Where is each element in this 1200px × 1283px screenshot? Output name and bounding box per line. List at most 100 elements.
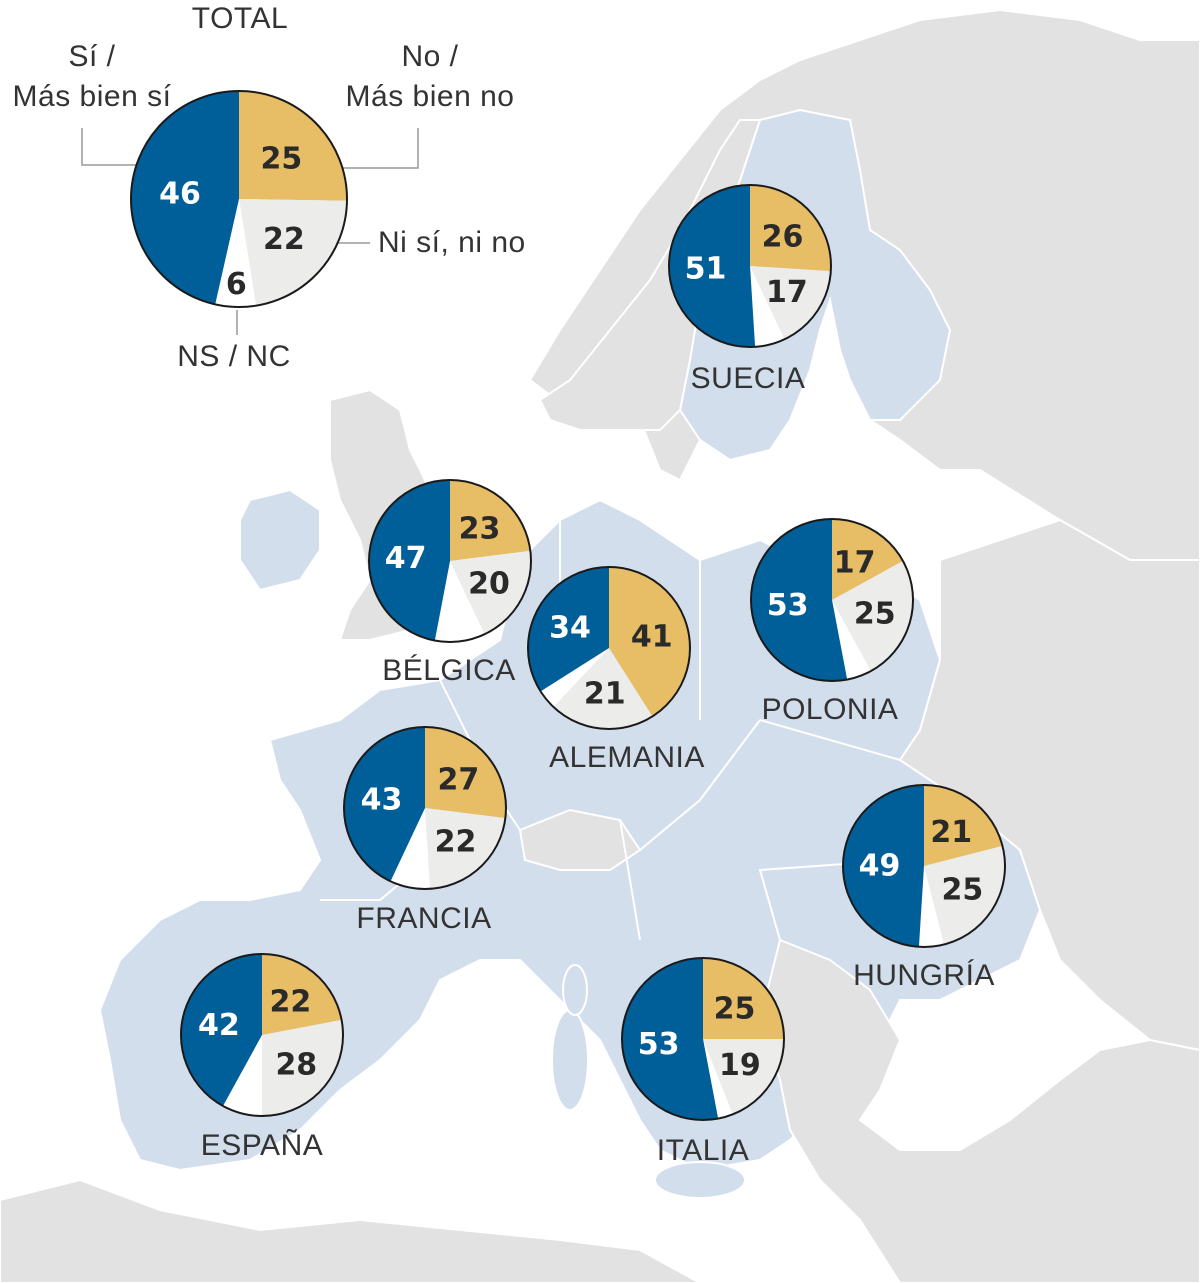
value-label-ni: 21 [584, 676, 626, 711]
slice-ns [750, 266, 785, 347]
pie-espana: 42 22 28 ESPAÑA [180, 953, 344, 1162]
legend-no-line2: Más bien no [346, 80, 515, 113]
legend-si-line1: Sí / [68, 40, 115, 73]
value-label-si: 53 [767, 588, 809, 623]
slice-ni [703, 1039, 784, 1115]
slice-si [343, 727, 425, 882]
legend-ns: NS / NC [177, 340, 291, 373]
slice-ni [832, 560, 913, 671]
pie-outline [621, 957, 785, 1121]
slice-si [669, 185, 756, 347]
value-label-si: 42 [198, 1008, 240, 1043]
land-sicily [654, 1161, 746, 1199]
slice-ns [832, 600, 872, 680]
country-label: ESPAÑA [201, 1128, 324, 1162]
country-label: HUNGRÍA [853, 959, 995, 992]
pie-outline [368, 479, 532, 643]
value-label-no: 17 [834, 546, 876, 581]
value-label-no: 26 [762, 220, 804, 255]
slice-si [528, 567, 609, 692]
value-label-no: 25 [714, 991, 756, 1026]
country-label: BÉLGICA [382, 654, 516, 687]
pie-outline [180, 953, 344, 1117]
slice-si [369, 480, 450, 641]
value-label-no: 25 [260, 141, 302, 176]
land-sardinia [551, 1009, 589, 1111]
value-label-si: 49 [859, 849, 901, 884]
value-label-ni: 28 [275, 1047, 317, 1082]
value-label-ni: 17 [766, 275, 808, 310]
slice-no [450, 480, 531, 561]
legend-title: TOTAL [192, 2, 288, 35]
land-africa [0, 1178, 701, 1283]
value-label-no: 23 [459, 512, 501, 547]
value-label-ni: 25 [941, 873, 983, 908]
value-label-si: 53 [638, 1027, 680, 1062]
pie-outline [842, 784, 1006, 948]
pie-outline [750, 518, 914, 682]
value-label-ni: 20 [468, 566, 510, 601]
slice-ni [262, 1019, 344, 1116]
country-label: FRANCIA [356, 902, 491, 935]
slice-ns [215, 199, 257, 307]
legend-ni: Ni sí, ni no [378, 226, 526, 259]
slice-si [131, 91, 239, 305]
pie-total: 46 25 22 6 [130, 90, 348, 308]
country-label: SUECIA [691, 362, 806, 395]
value-label-ni: 19 [719, 1048, 761, 1083]
slice-si [622, 958, 719, 1120]
slice-ni [553, 648, 653, 729]
value-label-si: 43 [361, 782, 403, 817]
slice-si [843, 785, 924, 947]
legend-si-line2: Más bien sí [13, 80, 172, 113]
leader-si [81, 128, 140, 166]
pie-belgica: 47 23 20 BÉLGICA [368, 479, 532, 687]
country-label: POLONIA [762, 693, 899, 726]
land-switzerland [518, 808, 642, 871]
slice-no [750, 185, 831, 272]
slice-ns [918, 866, 945, 948]
pie-polonia: 53 17 25 POLONIA [750, 518, 914, 726]
land-ireland [239, 488, 321, 592]
slice-ni [924, 845, 1005, 945]
slice-no [924, 785, 1003, 866]
pie-francia: 43 27 22 FRANCIA [343, 726, 507, 935]
slice-si [181, 954, 262, 1106]
value-label-si: 34 [549, 611, 591, 646]
slice-no [703, 958, 784, 1039]
value-label-no: 27 [438, 763, 480, 798]
value-label-si: 47 [385, 541, 427, 576]
leader-no [332, 128, 419, 169]
pie-hungria: 49 21 25 HUNGRÍA [842, 784, 1006, 992]
pie-outline [343, 726, 507, 890]
value-label-ni: 25 [854, 596, 896, 631]
legend-leaders [81, 128, 419, 335]
pie-outline [668, 184, 832, 348]
legend-no-line1: No / [401, 40, 458, 73]
value-label-no: 41 [631, 620, 673, 655]
pie-italia: 53 25 19 ITALIA [621, 957, 785, 1167]
land-balkans [758, 938, 1200, 1283]
value-label-ns: 6 [226, 267, 247, 302]
value-label-ni: 22 [263, 222, 305, 257]
pie-suecia: 51 26 17 SUECIA [668, 184, 832, 395]
pie-outline [130, 90, 348, 308]
land-corsica [562, 964, 588, 1016]
slice-ns [434, 561, 485, 642]
legend: TOTAL Sí / Más bien sí No / Más bien no … [13, 2, 526, 373]
slice-no [262, 954, 342, 1035]
pie-outline [527, 566, 691, 730]
slice-ni [750, 266, 831, 340]
land-east [898, 518, 1200, 1052]
slice-no [609, 567, 690, 717]
value-label-ni: 22 [435, 824, 477, 859]
slice-ns [390, 808, 431, 889]
slice-ns [222, 1035, 262, 1116]
value-label-no: 22 [270, 985, 312, 1020]
slice-no [425, 727, 507, 819]
country-label: ITALIA [657, 1134, 749, 1167]
value-label-si: 46 [159, 176, 201, 211]
slice-ni [425, 808, 506, 889]
